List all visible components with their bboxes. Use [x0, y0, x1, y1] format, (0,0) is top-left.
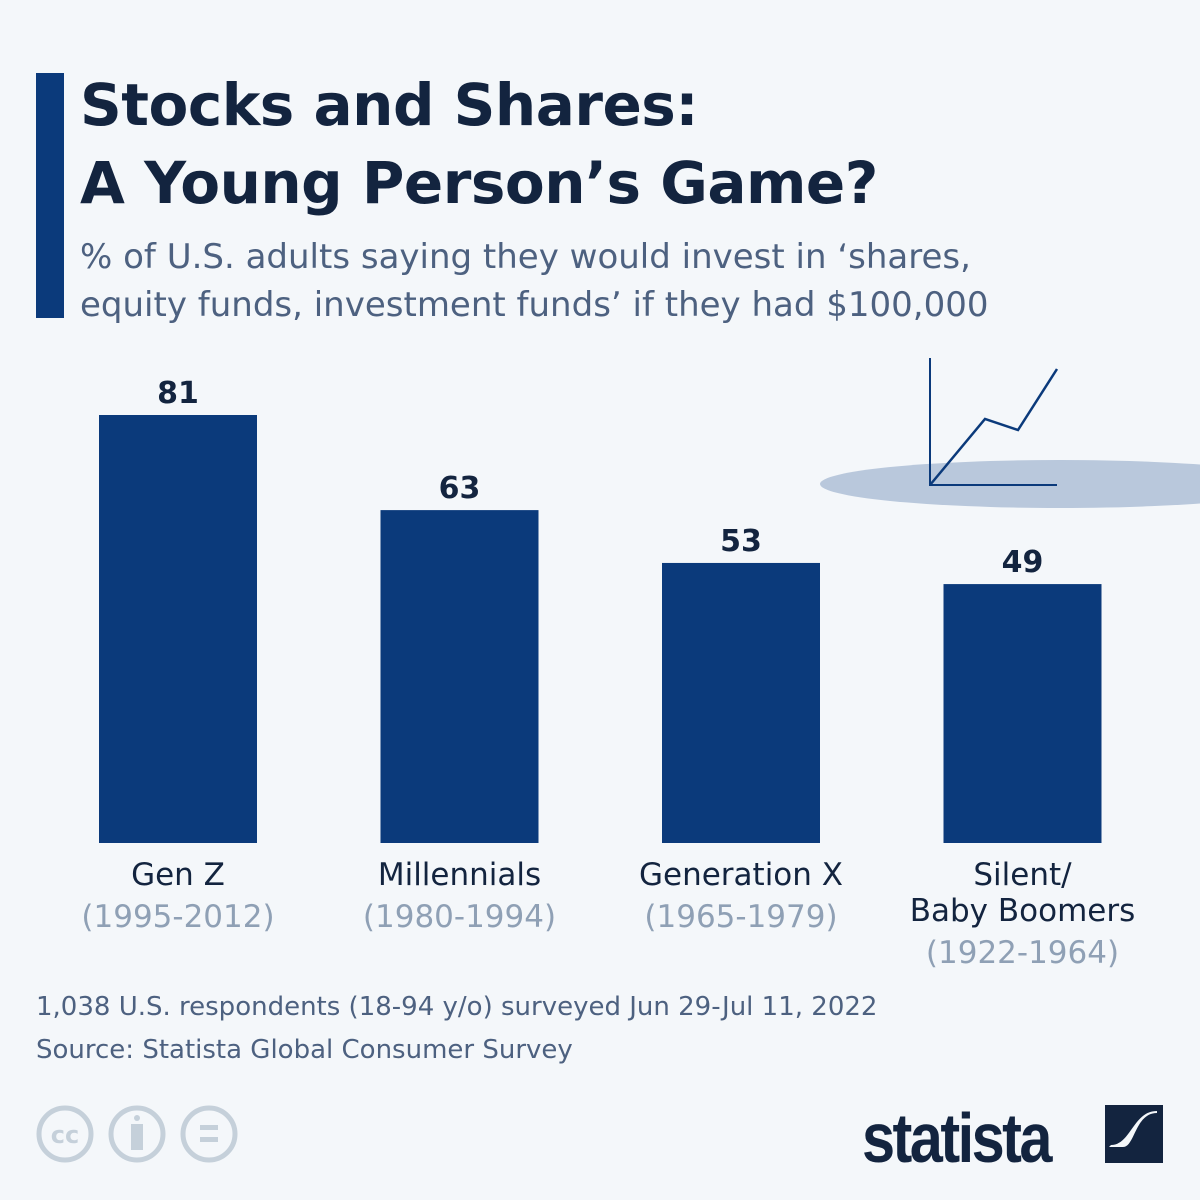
category-years-label: (1922-1964)	[926, 935, 1119, 971]
footnote: 1,038 U.S. respondents (18-94 y/o) surve…	[36, 992, 878, 1022]
title-line-1: Stocks and Shares:	[80, 71, 699, 139]
svg-text:cc: cc	[51, 1121, 79, 1149]
title-line-2: A Young Person’s Game?	[80, 149, 878, 217]
category-years-label: (1995-2012)	[81, 899, 274, 935]
category-label: Millennials	[378, 857, 541, 893]
cc-icon[interactable]: cc	[36, 1105, 94, 1163]
logo-text: statista	[862, 1099, 1052, 1177]
chart-title: Stocks and Shares: A Young Person’s Game?	[80, 66, 878, 222]
category-years-label: (1980-1994)	[363, 899, 556, 935]
source: Source: Statista Global Consumer Survey	[36, 1035, 573, 1065]
bar	[662, 562, 820, 843]
subtitle-line-1: % of U.S. adults saying they would inves…	[80, 237, 971, 277]
statista-logo[interactable]: statista	[862, 1098, 1052, 1178]
subtitle-line-2: equity funds, investment funds’ if they …	[80, 285, 989, 325]
category-label: Silent/	[973, 857, 1072, 893]
category-label: Gen Z	[131, 857, 225, 893]
category-label: Generation X	[639, 857, 843, 893]
bar-chart: 81 Gen Z (1995-2012) 63 Millennials (1980-199…	[81, 358, 1200, 971]
category-years-label: (1965-1979)	[644, 899, 837, 935]
data-label: 81	[157, 376, 199, 411]
license-icons: cc	[36, 1105, 238, 1163]
category-label: Baby Boomers	[910, 893, 1136, 929]
title-accent-bar	[36, 73, 64, 318]
statista-logo-mark-icon	[1105, 1105, 1163, 1163]
bar	[99, 415, 257, 843]
chart-subtitle: % of U.S. adults saying they would inves…	[80, 233, 988, 329]
data-label: 63	[439, 471, 481, 506]
line-chart-illustration-icon	[820, 358, 1200, 508]
bar	[380, 510, 539, 843]
data-label: 49	[1002, 545, 1044, 580]
no-derivatives-icon[interactable]	[180, 1105, 238, 1163]
data-label: 53	[720, 524, 762, 559]
bar	[943, 584, 1102, 843]
attribution-icon[interactable]	[108, 1105, 166, 1163]
